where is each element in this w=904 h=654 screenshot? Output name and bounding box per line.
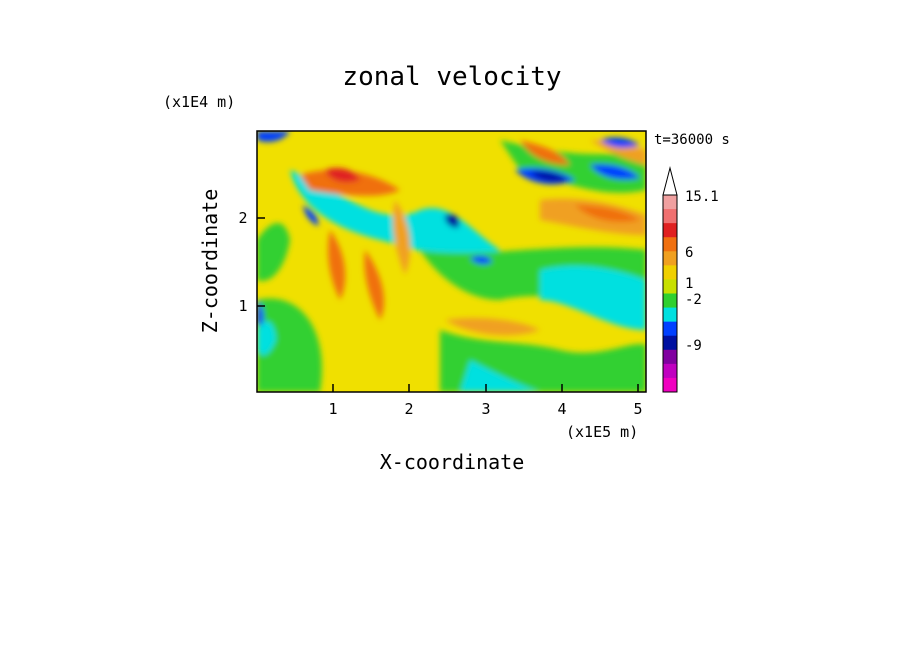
x-unit-label: (x1E5 m): [566, 423, 638, 441]
x-tick-label: 4: [557, 400, 566, 418]
colorbar-band: [663, 251, 677, 266]
colorbar-label: -9: [685, 338, 702, 354]
colorbar-label: 6: [685, 245, 693, 261]
colorbar-band: [663, 363, 677, 379]
field-region: [393, 200, 411, 275]
field-region: [575, 205, 640, 222]
colorbar-band: [663, 293, 677, 309]
colorbar: 15.1 6 1 -2 -9: [662, 166, 719, 393]
field-region: [290, 170, 500, 259]
colorbar-label: 15.1: [685, 189, 719, 205]
field-region: [257, 223, 290, 281]
x-tick-label: 2: [404, 400, 413, 418]
colorbar-frame: [662, 194, 678, 393]
y-axis: [257, 217, 265, 307]
y-tick-label: 1: [238, 297, 247, 315]
y-unit-label: (x1E4 m): [163, 93, 235, 111]
field-region: [470, 255, 492, 265]
chart-title: zonal velocity: [342, 62, 561, 92]
field-region: [257, 131, 290, 142]
colorbar-band: [663, 377, 677, 393]
colorbar-band: [663, 195, 677, 210]
field-region: [520, 140, 570, 165]
colorbar-label: -2: [685, 292, 702, 308]
colorbar-band: [663, 237, 677, 252]
field-region: [530, 171, 568, 182]
x-tick-label: 5: [633, 400, 642, 418]
colorbar-label: 1: [685, 276, 693, 292]
y-tick-label: 2: [238, 209, 247, 227]
field-region: [364, 250, 385, 320]
colorbar-arrow: [662, 166, 678, 196]
heatmap-field: [257, 131, 646, 392]
field-region: [303, 205, 319, 226]
field-region: [325, 168, 360, 183]
field-region: [590, 164, 640, 180]
field-region: [300, 170, 400, 196]
x-tick-label: 1: [328, 400, 337, 418]
plot-frame: [256, 130, 647, 393]
colorbar-band: [663, 349, 677, 365]
colorbar-band: [663, 321, 677, 337]
field-region: [540, 265, 646, 330]
field-region: [600, 137, 640, 148]
x-axis-title: X-coordinate: [380, 450, 525, 474]
time-label: t=36000 s: [654, 132, 730, 148]
field-region: [328, 230, 346, 300]
x-axis: [332, 384, 639, 392]
field-region: [257, 298, 322, 392]
x-tick-label: 3: [481, 400, 490, 418]
colorbar-band: [663, 223, 677, 238]
field-region: [460, 360, 540, 392]
colorbar-band: [663, 209, 677, 224]
colorbar-band: [663, 265, 677, 280]
field-region: [444, 214, 460, 228]
y-axis-title: Z-coordinate: [198, 189, 222, 334]
field-region: [445, 318, 540, 336]
field-region: [540, 198, 646, 235]
colorbar-band: [663, 307, 677, 323]
colorbar-band: [663, 335, 677, 351]
field-region: [257, 321, 276, 356]
colorbar-band: [663, 279, 677, 294]
colorbar-bands: [663, 195, 677, 393]
